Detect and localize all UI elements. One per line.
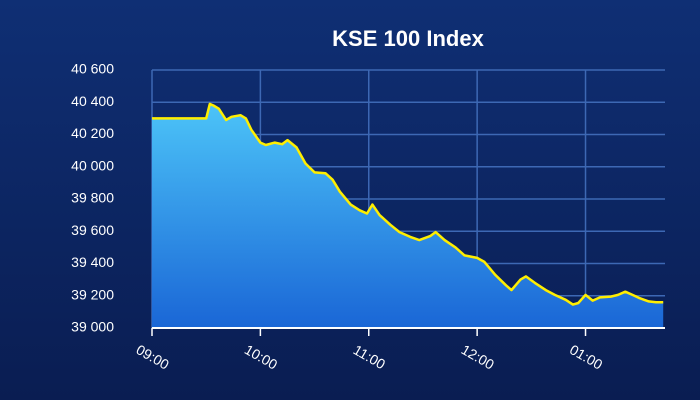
y-tick-label: 39 400 <box>71 254 114 270</box>
chart-title: KSE 100 Index <box>332 26 484 51</box>
y-tick-label: 40 000 <box>71 157 114 173</box>
y-tick-label: 39 000 <box>71 319 114 335</box>
y-tick-label: 40 600 <box>71 61 114 77</box>
y-tick-label: 39 800 <box>71 190 114 206</box>
y-tick-label: 40 400 <box>71 93 114 109</box>
y-tick-label: 40 200 <box>71 125 114 141</box>
area <box>152 103 664 329</box>
line <box>152 102 664 306</box>
y-tick-label: 39 200 <box>71 286 114 302</box>
y-tick-label: 39 600 <box>71 222 114 238</box>
